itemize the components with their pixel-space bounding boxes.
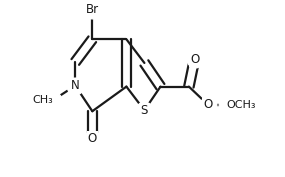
Text: O: O: [88, 132, 97, 145]
Text: S: S: [141, 104, 148, 117]
Text: O: O: [203, 98, 212, 111]
Text: O: O: [190, 53, 199, 66]
Text: Br: Br: [86, 3, 99, 16]
Text: OCH₃: OCH₃: [227, 100, 256, 110]
Text: N: N: [71, 79, 80, 92]
Text: CH₃: CH₃: [33, 95, 54, 105]
